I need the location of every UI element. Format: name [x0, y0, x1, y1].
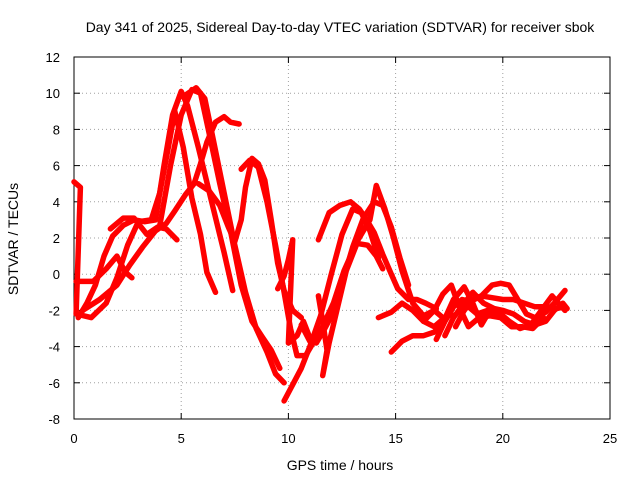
data-series — [71, 85, 570, 404]
y-tick-label: 4 — [53, 195, 60, 210]
chart-title: Day 341 of 2025, Sidereal Day-to-day VTE… — [86, 19, 596, 35]
series-trace-14 — [315, 199, 440, 312]
y-tick-label: 12 — [46, 50, 60, 65]
y-tick-label: 6 — [53, 159, 60, 174]
y-tick-label: 10 — [46, 86, 60, 101]
series-trace-19 — [442, 289, 570, 339]
x-axis-label: GPS time / hours — [287, 457, 394, 473]
y-tick-label: -6 — [48, 376, 60, 391]
x-tick-label: 0 — [70, 431, 77, 446]
axes: 0 5 10 15 20 25 -8 -6 -4 -2 0 2 4 6 8 10 12 — [46, 50, 618, 446]
series-trace-20 — [452, 280, 568, 330]
x-tick-label: 20 — [496, 431, 510, 446]
y-tick-label: -2 — [48, 303, 60, 318]
y-tick-label: 8 — [53, 122, 60, 137]
series-trace-13 — [298, 182, 446, 344]
y-tick-label: -8 — [48, 412, 60, 427]
y-axis-label: SDTVAR / TECUs — [5, 183, 21, 295]
series-trace-21 — [463, 293, 568, 332]
series-trace-5 — [107, 215, 180, 243]
x-tick-label: 10 — [281, 431, 295, 446]
series-trace-7 — [182, 85, 287, 386]
y-tick-label: 0 — [53, 267, 60, 282]
x-tick-label: 25 — [603, 431, 617, 446]
series-trace-4 — [79, 113, 242, 314]
x-tick-label: 5 — [178, 431, 185, 446]
series-trace-12 — [315, 240, 386, 379]
y-tick-label: 2 — [53, 231, 60, 246]
y-tick-label: -4 — [48, 340, 60, 355]
x-tick-label: 15 — [388, 431, 402, 446]
